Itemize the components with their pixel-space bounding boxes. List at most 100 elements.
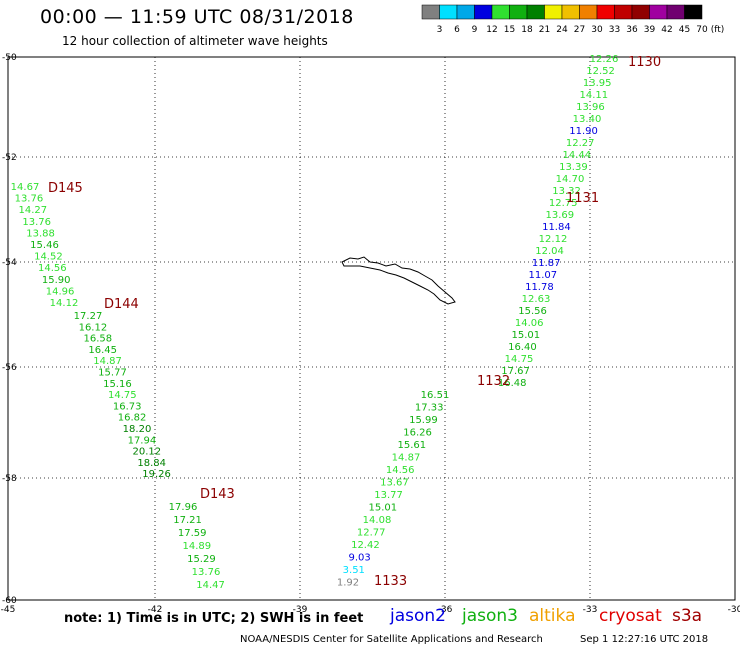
colorbar-swatch [491,4,510,20]
wave-height-value: 14.56 [38,263,67,274]
wave-height-value: 15.01 [511,330,540,341]
colorbar-swatch [649,4,668,20]
wave-height-value: 15.46 [30,240,59,251]
colorbar-swatch [509,4,528,20]
wave-height-value: 14.67 [11,182,40,193]
wave-height-value: 15.56 [518,306,547,317]
track-time-label: 1130 [628,55,661,70]
colorbar-label: 70 [696,25,708,35]
wave-height-value: 1.92 [337,578,359,589]
colorbar-swatch [614,4,633,20]
wave-height-value: 15.77 [98,368,127,379]
colorbar-label: 30 [591,25,603,35]
wave-height-value: 16.51 [421,390,450,401]
track-time-label: 1133 [374,574,407,589]
latitude-label: -58 [2,474,17,484]
wave-height-value: 18.20 [123,424,152,435]
wave-height-value: 18.84 [137,458,166,469]
track-time-label: 1132 [477,374,510,389]
source-credit: NOAA/NESDIS Center for Satellite Applica… [240,634,543,645]
wave-height-value: 13.69 [545,210,574,221]
south-georgia-island [341,256,456,305]
colorbar-label: 3 [437,25,443,35]
track-time-label: D143 [200,487,235,502]
wave-height-value: 13.76 [22,217,51,228]
wave-height-value: 14.75 [108,390,137,401]
longitude-label: -39 [293,605,308,615]
colorbar-swatch [421,4,440,20]
longitude-label: -42 [148,605,163,615]
wave-height-value: 12.75 [549,198,578,209]
wave-height-value: 14.75 [505,354,534,365]
wave-height-value: 16.12 [79,322,108,333]
track-time-label: 1131 [566,191,599,206]
wave-height-value: 16.48 [498,378,527,389]
wave-height-value: 14.89 [182,541,211,552]
wave-height-value: 9.03 [348,553,370,564]
colorbar-label: 33 [609,25,620,35]
colorbar-label: 15 [504,25,515,35]
wave-height-value: 11.90 [569,126,598,137]
wave-height-value: 15.61 [397,440,426,451]
colorbar-label: 36 [626,25,638,35]
wave-height-value: 13.32 [552,186,581,197]
wave-height-value: 17.59 [178,528,207,539]
satellite-cryosat: cryosat [599,606,662,626]
wave-height-value: 13.76 [15,194,44,205]
wave-height-value: 12.04 [535,246,564,257]
wave-height-value: 11.07 [528,270,557,281]
colorbar-label: 39 [644,25,656,35]
colorbar-swatch [456,4,475,20]
wave-height-value: 11.87 [532,258,561,269]
colorbar-swatch [561,4,580,20]
wave-height-value: 14.27 [18,205,47,216]
satellite-altika: altika [529,606,576,626]
wave-height-value: 12.52 [586,66,615,77]
wave-height-value: 16.58 [83,334,112,345]
wave-height-value: 14.44 [562,150,591,161]
wave-height-value: 14.96 [46,286,75,297]
colorbar-label: 9 [472,25,478,35]
satellite-jason2: jason2 [390,606,446,626]
map-frame [7,56,736,601]
wave-height-value: 13.88 [26,228,55,239]
wave-height-value: 11.84 [542,222,571,233]
colorbar-label: 18 [521,25,533,35]
longitude-label: -45 [1,605,16,615]
latitude-label: -52 [2,153,17,163]
page-subtitle: 12 hour collection of altimeter wave hei… [62,34,328,48]
colorbar-swatch [596,4,615,20]
track-time-label: D144 [104,297,139,312]
wave-height-value: 13.76 [192,567,221,578]
wave-height-value: 17.67 [501,366,530,377]
wave-height-value: 13.95 [583,78,612,89]
wave-height-value: 17.21 [173,515,202,526]
wave-height-value: 13.96 [576,102,605,113]
wave-height-value: 16.26 [403,428,432,439]
generated-timestamp: Sep 1 12:27:16 UTC 2018 [580,634,709,645]
colorbar-swatch [526,4,545,20]
wave-height-value: 14.47 [196,580,225,591]
color-legend: 3 6 9 12 15 18 21 24 27 30 33 36 39 42 45 70 (ft) [421,4,724,35]
colorbar-label: 42 [661,25,672,35]
wave-height-value: 11.78 [525,282,554,293]
wave-height-value: 15.16 [103,379,132,390]
wave-height-value: 13.77 [374,490,403,501]
map-grid [8,57,735,600]
satellite-s3a: s3a [672,606,703,626]
wave-height-value: 17.27 [74,311,103,322]
colorbar-swatch [631,4,650,20]
colorbar-swatch [666,4,685,20]
wave-height-value: 12.26 [590,54,619,65]
colorbar-swatch [439,4,458,20]
plot-border [7,56,736,601]
wave-height-value: 14.70 [556,174,585,185]
wave-height-value: 14.87 [392,453,421,464]
colorbar-label: 21 [539,25,550,35]
wave-height-value: 17.94 [128,435,157,446]
colorbar-label: 24 [556,25,568,35]
colorbar-label: 45 [679,25,690,35]
wave-height-value: 14.12 [50,298,79,309]
longitude-label: -30 [728,605,740,615]
